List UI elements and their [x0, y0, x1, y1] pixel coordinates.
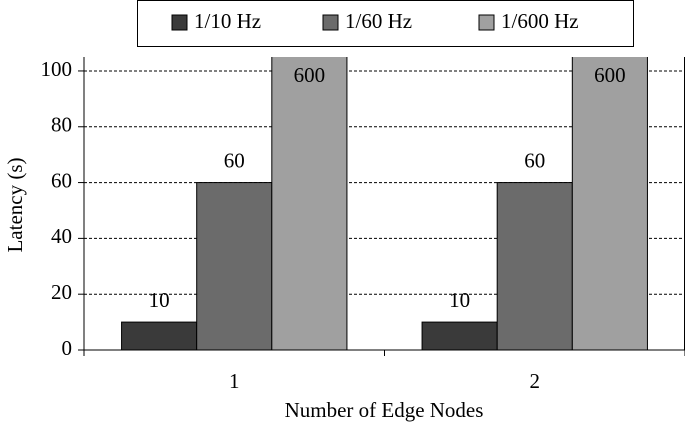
plot-bars — [121, 57, 648, 350]
legend-label: 1/60 Hz — [345, 9, 412, 33]
bar — [271, 57, 348, 350]
x-axis-label: Number of Edge Nodes — [285, 398, 484, 422]
x-tick-label: 1 — [229, 369, 240, 393]
data-label: 600 — [594, 63, 626, 87]
y-tick-label: 40 — [51, 224, 72, 248]
y-tick-label: 100 — [41, 57, 73, 81]
y-tick-label: 20 — [51, 280, 72, 304]
bar — [196, 182, 273, 350]
y-axis-label: Latency (s) — [3, 157, 27, 252]
bar — [121, 321, 198, 350]
x-tick-label: 2 — [530, 369, 541, 393]
y-tick-label: 60 — [51, 168, 72, 192]
y-tick-label: 0 — [62, 336, 73, 360]
bar — [496, 182, 573, 350]
legend-swatch — [322, 14, 339, 31]
legend-swatch — [171, 14, 188, 31]
data-label: 600 — [294, 63, 326, 87]
data-label: 60 — [524, 148, 545, 172]
data-label: 60 — [224, 148, 245, 172]
data-label: 10 — [149, 288, 170, 312]
legend-box — [137, 0, 634, 47]
legend-label: 1/10 Hz — [194, 9, 261, 33]
legend-label: 1/600 Hz — [501, 9, 579, 33]
data-label: 10 — [449, 288, 470, 312]
bar — [421, 321, 498, 350]
legend-swatch — [478, 14, 495, 31]
bar — [571, 57, 648, 350]
y-tick-label: 80 — [51, 113, 72, 137]
